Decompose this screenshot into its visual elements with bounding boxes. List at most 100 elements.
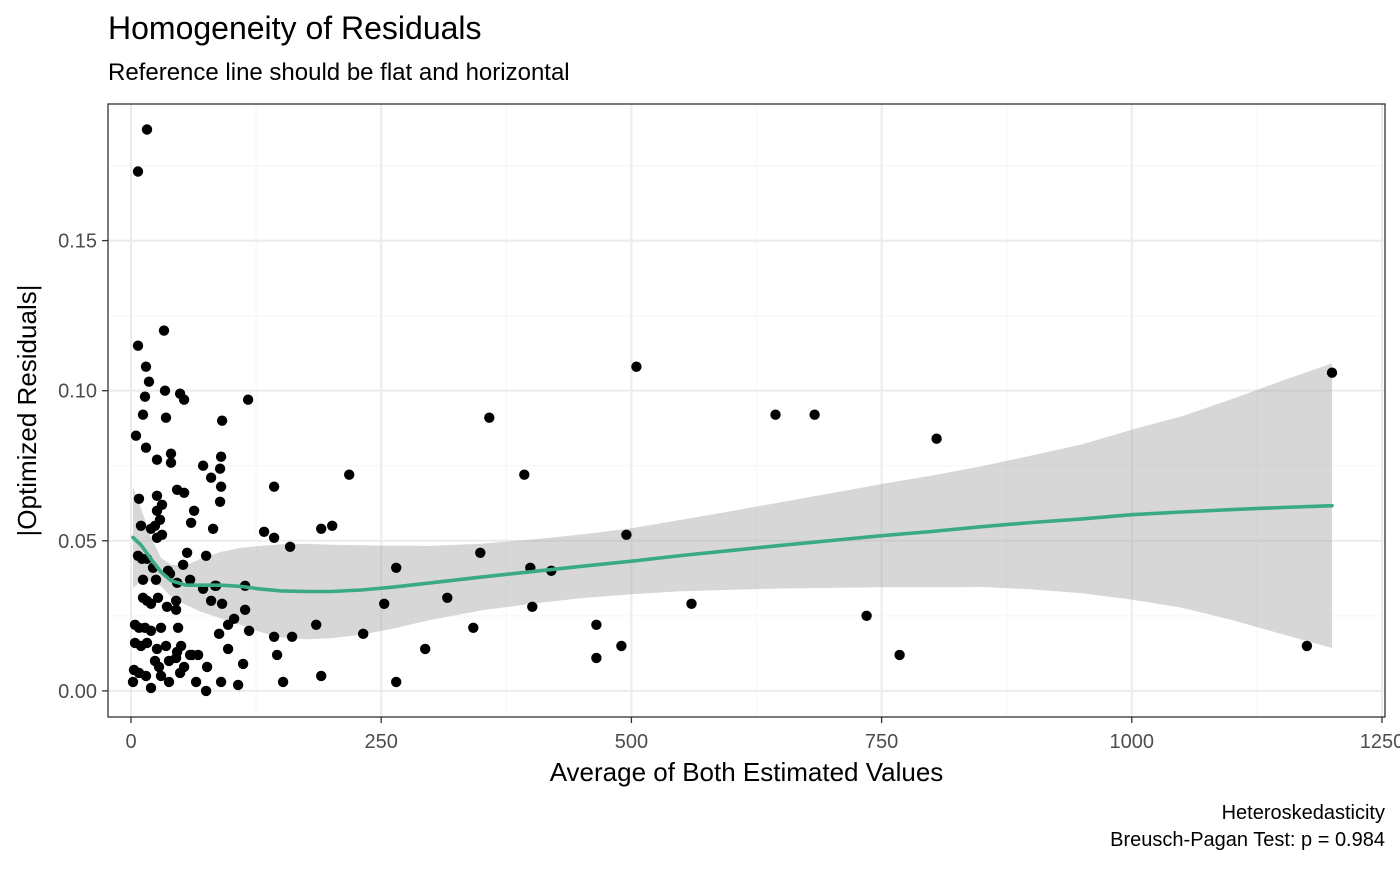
data-point <box>137 574 149 585</box>
data-point <box>143 376 155 387</box>
data-point <box>207 523 219 534</box>
data-point <box>165 448 177 459</box>
smooth-line-layer <box>131 503 1334 594</box>
data-point <box>213 628 225 639</box>
data-point <box>286 631 298 642</box>
data-point <box>809 409 820 420</box>
data-point <box>170 604 182 615</box>
x-tick-label: 750 <box>865 731 898 753</box>
caption-line-heteroskedasticity: Heteroskedasticity <box>1222 802 1385 824</box>
data-point <box>268 631 280 642</box>
data-point <box>484 412 495 423</box>
data-point <box>135 520 147 531</box>
plot-panel-border <box>107 103 1386 718</box>
data-point <box>527 601 538 612</box>
data-point <box>686 598 697 609</box>
data-point <box>141 637 153 649</box>
data-point <box>442 592 453 603</box>
data-point <box>132 166 144 177</box>
confidence-band-layer <box>133 363 1332 648</box>
data-point <box>139 391 151 402</box>
data-point <box>132 340 144 351</box>
data-point <box>185 517 197 528</box>
x-tick-label: 0 <box>125 731 136 753</box>
data-point <box>284 541 296 552</box>
data-point <box>391 562 402 573</box>
data-point <box>237 658 249 670</box>
major-gridlines <box>108 104 1385 717</box>
data-point <box>420 643 431 655</box>
data-point <box>188 505 200 516</box>
data-point <box>145 598 157 609</box>
data-point <box>214 496 226 507</box>
data-point <box>216 415 228 426</box>
data-point <box>197 460 209 471</box>
data-point <box>621 529 632 540</box>
data-point <box>172 622 184 633</box>
data-point <box>215 676 227 688</box>
data-point <box>178 394 190 405</box>
x-tick-label: 1250 <box>1360 731 1400 753</box>
confidence-band <box>133 363 1332 648</box>
data-point <box>519 469 530 480</box>
plot-panel-background <box>108 104 1385 717</box>
data-point <box>931 433 942 444</box>
x-axis: 0 250 500 750 1000 1250 <box>125 717 1400 753</box>
y-tick-label: 0.10 <box>58 381 97 403</box>
data-point <box>232 679 244 691</box>
data-point <box>151 490 163 501</box>
data-point <box>151 505 163 516</box>
data-point <box>145 523 157 534</box>
data-point <box>151 643 163 655</box>
data-point <box>271 649 283 661</box>
x-tick-label: 250 <box>365 731 398 753</box>
data-point <box>155 670 167 682</box>
data-point <box>160 412 172 423</box>
data-point <box>151 454 163 465</box>
data-point <box>268 532 280 543</box>
data-point <box>141 124 153 135</box>
data-point <box>170 652 182 664</box>
data-point <box>170 595 182 606</box>
data-point <box>379 598 390 609</box>
data-point <box>161 601 173 612</box>
data-point <box>243 625 255 636</box>
x-tick-label: 1000 <box>1110 731 1155 753</box>
y-axis: 0.00 0.05 0.10 0.15 <box>58 231 108 703</box>
data-point <box>177 559 189 570</box>
data-point <box>174 667 186 679</box>
y-axis-title: |Optimized Residuals| <box>12 285 42 537</box>
data-point <box>344 469 355 480</box>
data-point <box>145 625 157 636</box>
data-point <box>631 361 642 372</box>
data-point <box>140 361 152 372</box>
data-point <box>201 661 213 673</box>
data-point <box>165 457 177 468</box>
data-point <box>159 385 171 396</box>
x-tick-label: 500 <box>615 731 648 753</box>
data-point <box>155 622 167 633</box>
data-point <box>1326 367 1338 378</box>
data-point <box>200 685 212 697</box>
data-point <box>358 628 369 639</box>
data-point <box>145 682 157 694</box>
data-point <box>311 619 322 630</box>
data-point <box>616 640 627 652</box>
data-point <box>152 592 164 603</box>
y-tick-label: 0.15 <box>58 231 97 253</box>
data-point <box>160 640 172 652</box>
data-point <box>258 526 270 537</box>
x-axis-title: Average of Both Estimated Values <box>550 757 944 787</box>
data-point <box>137 409 149 420</box>
data-point <box>133 493 145 504</box>
data-point <box>468 622 479 633</box>
data-point <box>316 523 327 534</box>
data-point <box>200 550 212 561</box>
data-point <box>178 487 190 498</box>
data-point <box>127 676 139 688</box>
data-point <box>591 619 602 630</box>
smooth-reference-line <box>131 503 1334 594</box>
chart-subtitle: Reference line should be flat and horizo… <box>108 59 570 86</box>
data-point <box>591 652 602 664</box>
data-point <box>150 574 162 585</box>
